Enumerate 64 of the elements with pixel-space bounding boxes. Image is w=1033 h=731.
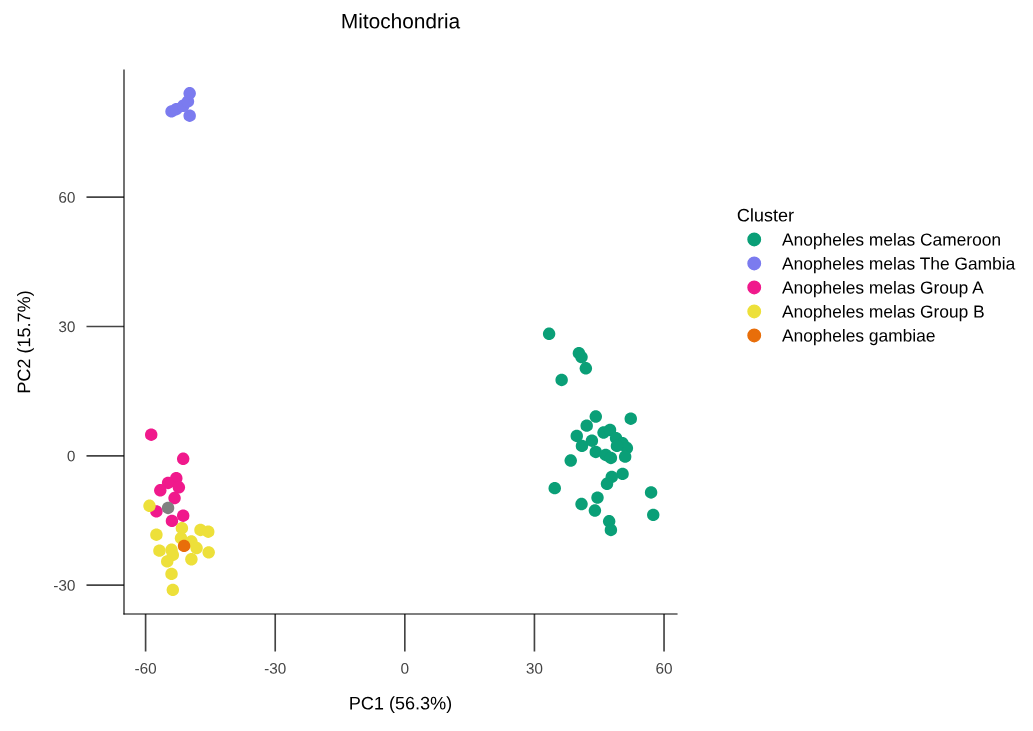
x-tick-label: 60	[656, 663, 672, 674]
point	[616, 467, 629, 481]
point	[570, 429, 583, 443]
point	[589, 445, 602, 459]
point	[161, 476, 175, 490]
point	[165, 514, 179, 528]
point	[555, 373, 568, 387]
point	[604, 523, 618, 537]
point	[166, 583, 180, 597]
point	[154, 484, 167, 497]
legend-label: Anopheles gambiae	[782, 328, 935, 346]
point	[618, 450, 632, 463]
point	[183, 87, 196, 100]
point	[202, 525, 215, 538]
point	[143, 499, 156, 513]
point	[160, 555, 174, 568]
point	[185, 553, 198, 566]
point	[145, 428, 158, 441]
point	[177, 539, 191, 553]
point	[161, 501, 175, 515]
x-tick-label: 0	[401, 663, 409, 674]
point	[647, 508, 660, 522]
legend-label: Anopheles melas The Gambia	[782, 256, 1016, 274]
point	[644, 486, 658, 499]
point	[580, 419, 593, 432]
point	[150, 528, 163, 541]
x-tick-label: -30	[264, 663, 286, 674]
x-tick-label: 30	[526, 663, 543, 674]
point	[575, 497, 588, 511]
x-tick-label: -60	[135, 663, 157, 674]
y-tick-label: 30	[58, 321, 75, 333]
point	[548, 481, 561, 495]
x-axis-title: PC1 (56.3%)	[350, 696, 452, 714]
point	[588, 504, 602, 517]
chart-title: Mitochondria	[342, 13, 461, 29]
point	[624, 412, 637, 425]
point	[172, 481, 186, 494]
legend-label: Anopheles melas Group B	[782, 304, 984, 322]
point	[165, 567, 178, 581]
y-axis-title: PC2 (15.7%)	[17, 291, 34, 393]
point	[604, 451, 618, 465]
point	[600, 477, 614, 491]
point	[564, 454, 577, 467]
point	[168, 491, 181, 505]
y-tick-label: 60	[59, 192, 75, 203]
point	[190, 541, 203, 555]
point	[542, 327, 556, 341]
point	[202, 546, 215, 559]
point	[591, 491, 604, 504]
point	[589, 410, 602, 423]
point	[176, 452, 190, 466]
point	[575, 350, 588, 364]
point	[585, 434, 599, 447]
point	[575, 439, 589, 453]
point	[176, 509, 190, 522]
legend-title: Cluster	[737, 208, 794, 222]
point	[579, 362, 593, 375]
y-tick-label: 0	[67, 450, 75, 462]
point	[603, 423, 617, 437]
point	[153, 544, 166, 557]
point	[183, 109, 196, 122]
legend-label: Anopheles melas Cameroon	[782, 232, 1000, 250]
y-tick-label: -30	[53, 579, 75, 591]
legend-label: Anopheles melas Group A	[782, 280, 984, 298]
